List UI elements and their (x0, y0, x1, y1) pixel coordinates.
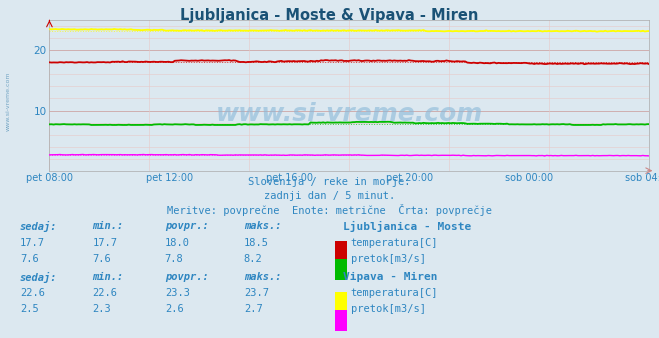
Text: www.si-vreme.com: www.si-vreme.com (5, 72, 11, 131)
Text: 2.6: 2.6 (165, 304, 183, 314)
Text: 7.6: 7.6 (20, 254, 38, 264)
Text: www.si-vreme.com: www.si-vreme.com (215, 101, 483, 125)
Text: temperatura[C]: temperatura[C] (351, 288, 438, 298)
Text: Slovenija / reke in morje.: Slovenija / reke in morje. (248, 177, 411, 188)
Text: Ljubljanica - Moste: Ljubljanica - Moste (343, 221, 471, 233)
Text: Meritve: povprečne  Enote: metrične  Črta: povprečje: Meritve: povprečne Enote: metrične Črta:… (167, 204, 492, 217)
Text: 22.6: 22.6 (92, 288, 117, 298)
Text: 8.2: 8.2 (244, 254, 262, 264)
Text: 7.6: 7.6 (92, 254, 111, 264)
Text: min.:: min.: (92, 272, 123, 282)
Text: 22.6: 22.6 (20, 288, 45, 298)
Text: 23.3: 23.3 (165, 288, 190, 298)
Text: 18.5: 18.5 (244, 238, 269, 248)
Text: 2.7: 2.7 (244, 304, 262, 314)
Text: zadnji dan / 5 minut.: zadnji dan / 5 minut. (264, 191, 395, 201)
Text: povpr.:: povpr.: (165, 272, 208, 282)
Text: pretok[m3/s]: pretok[m3/s] (351, 254, 426, 264)
Text: 2.5: 2.5 (20, 304, 38, 314)
Text: 7.8: 7.8 (165, 254, 183, 264)
Text: Vipava - Miren: Vipava - Miren (343, 272, 437, 282)
Text: 17.7: 17.7 (20, 238, 45, 248)
Text: sedaj:: sedaj: (20, 272, 57, 283)
Text: sedaj:: sedaj: (20, 221, 57, 233)
Text: 18.0: 18.0 (165, 238, 190, 248)
Text: pretok[m3/s]: pretok[m3/s] (351, 304, 426, 314)
Text: 17.7: 17.7 (92, 238, 117, 248)
Text: min.:: min.: (92, 221, 123, 232)
Text: 2.3: 2.3 (92, 304, 111, 314)
Text: maks.:: maks.: (244, 221, 281, 232)
Text: maks.:: maks.: (244, 272, 281, 282)
Text: temperatura[C]: temperatura[C] (351, 238, 438, 248)
Text: povpr.:: povpr.: (165, 221, 208, 232)
Text: 23.7: 23.7 (244, 288, 269, 298)
Text: Ljubljanica - Moste & Vipava - Miren: Ljubljanica - Moste & Vipava - Miren (181, 8, 478, 23)
